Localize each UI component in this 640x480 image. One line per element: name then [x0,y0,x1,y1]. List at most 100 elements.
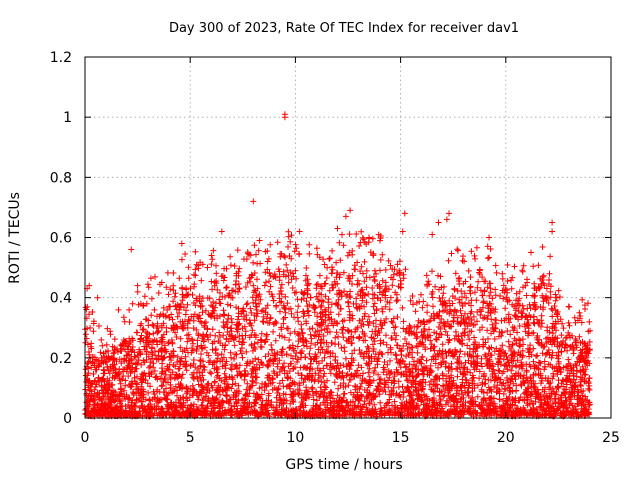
data-point [148,295,155,302]
data-point [351,347,358,354]
data-point [366,373,373,380]
data-point [285,228,292,235]
data-point [148,312,155,319]
data-point [558,380,565,387]
data-point [427,317,434,324]
data-point [177,344,184,351]
data-point [283,261,290,268]
data-point [268,342,275,348]
data-point [473,297,480,304]
data-point [354,277,361,284]
data-point [134,288,141,295]
data-point [457,307,464,314]
data-point [329,395,336,402]
data-point [270,328,277,335]
data-point [533,353,540,360]
data-point [492,286,499,293]
data-point [257,296,264,303]
data-point [508,277,514,284]
data-point [418,329,425,335]
data-point [103,341,110,348]
data-point [257,260,264,267]
data-point [484,284,491,291]
data-point [454,246,461,253]
data-point [120,314,127,321]
data-point [159,382,166,389]
data-point [552,291,559,298]
data-point [439,341,446,348]
data-point [466,345,473,352]
data-point [475,278,482,285]
data-point [335,311,342,318]
data-point [478,355,485,362]
data-point [306,350,313,357]
data-point [437,319,443,326]
data-point [332,334,339,341]
data-point [546,270,553,277]
data-point [167,354,174,360]
data-point [293,289,300,296]
data-points [82,111,593,420]
data-point [236,265,243,272]
data-point [265,255,272,262]
data-point [165,291,172,298]
data-point [400,325,407,332]
data-point [347,288,354,295]
data-point [334,320,341,327]
data-point [284,370,291,377]
data-point [266,278,273,285]
data-point [297,349,304,356]
data-point [152,273,158,280]
data-point [493,269,500,276]
data-point [223,284,230,291]
data-point [146,397,153,404]
data-point [190,374,197,381]
data-point [450,317,457,324]
data-point [312,370,319,377]
data-point [267,283,274,290]
data-point [204,381,211,388]
data-point [459,294,465,300]
data-point [253,361,260,368]
data-point [345,303,352,310]
data-point [98,336,105,343]
data-point [232,351,239,358]
data-point [243,301,250,308]
data-point [415,387,422,394]
data-point [198,402,205,408]
data-point [243,348,250,355]
data-point [372,364,379,371]
data-point [195,396,202,403]
data-point [255,247,262,254]
data-point [166,314,173,321]
data-point [141,293,148,300]
data-point [441,392,448,399]
data-point [304,290,311,297]
data-point [413,324,420,330]
data-point [410,301,416,308]
data-point [150,330,157,337]
data-point [235,288,241,295]
data-point [297,364,304,371]
data-point [263,331,270,338]
data-point [198,277,205,284]
data-point [99,342,106,349]
data-point [327,394,334,401]
data-point [289,379,296,386]
data-point [505,311,512,318]
data-point [464,314,471,321]
data-point [250,390,257,397]
data-point [530,319,537,326]
data-point [325,343,332,350]
data-point [555,287,562,294]
data-point [349,315,356,322]
data-point [306,326,313,332]
data-point [480,298,487,305]
data-point [482,380,489,387]
data-point [277,308,283,315]
data-point [586,318,593,325]
data-point [586,375,593,382]
data-point [223,285,230,291]
data-point [259,318,266,325]
